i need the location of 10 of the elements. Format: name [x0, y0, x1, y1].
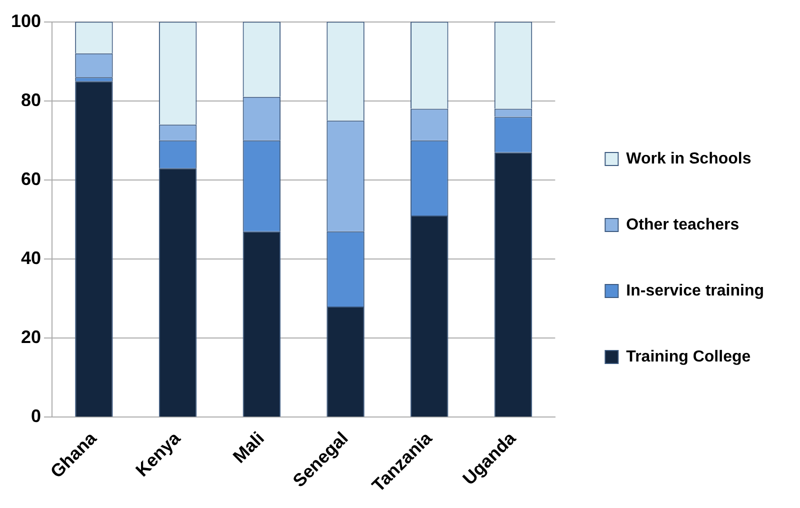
y-tick-label: 100: [10, 10, 42, 31]
y-tick-label: 40: [21, 248, 42, 268]
legend-label: Training College: [626, 348, 751, 366]
y-tick-label: 80: [21, 90, 42, 110]
y-tick-label: 0: [31, 406, 42, 426]
y-tick-label: 60: [21, 168, 42, 189]
legend-label: In-service training: [626, 282, 764, 300]
legend-label: Other teachers: [626, 216, 740, 234]
legend-label: Work in Schools: [626, 150, 752, 168]
y-tick-label: 20: [21, 327, 42, 348]
